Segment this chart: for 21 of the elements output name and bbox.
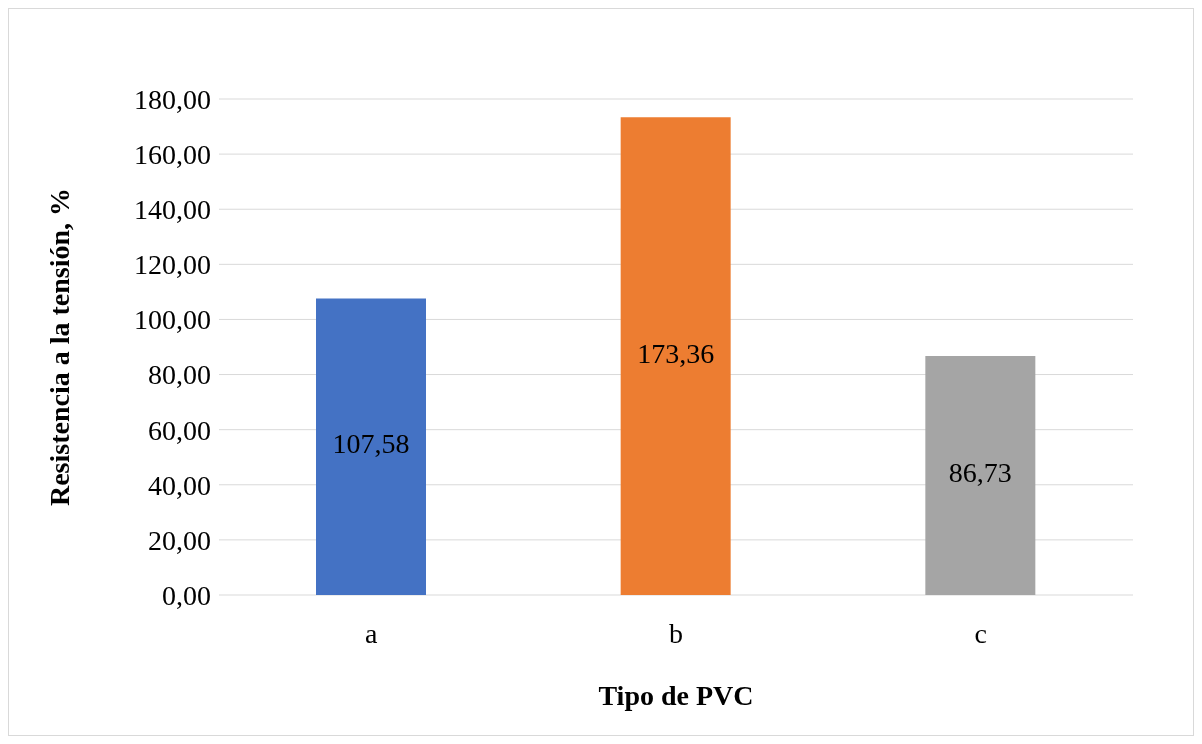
y-tick-label: 120,00 <box>134 249 211 281</box>
y-tick-label: 180,00 <box>134 83 211 115</box>
y-tick-label: 100,00 <box>134 304 211 336</box>
x-tick-label: c <box>974 617 987 649</box>
data-label: 86,73 <box>948 456 1012 488</box>
y-tick-label: 20,00 <box>148 524 211 556</box>
y-tick-label: 160,00 <box>134 139 211 171</box>
y-tick-label: 140,00 <box>134 194 211 226</box>
data-label: 107,58 <box>332 428 410 460</box>
data-label: 173,36 <box>637 337 715 369</box>
bar <box>620 117 731 595</box>
y-tick-label: 40,00 <box>148 469 211 501</box>
x-axis-title: Tipo de PVC <box>598 680 754 711</box>
y-tick-label: 60,00 <box>148 414 211 446</box>
x-tick-label: a <box>365 617 379 649</box>
x-tick-label: b <box>669 617 683 649</box>
y-tick-label: 0,00 <box>162 579 211 611</box>
y-tick-label: 80,00 <box>148 359 211 391</box>
bar <box>316 298 426 595</box>
bar <box>925 356 1036 595</box>
y-axis-title: Resistencia a la tensión, % <box>43 187 75 507</box>
